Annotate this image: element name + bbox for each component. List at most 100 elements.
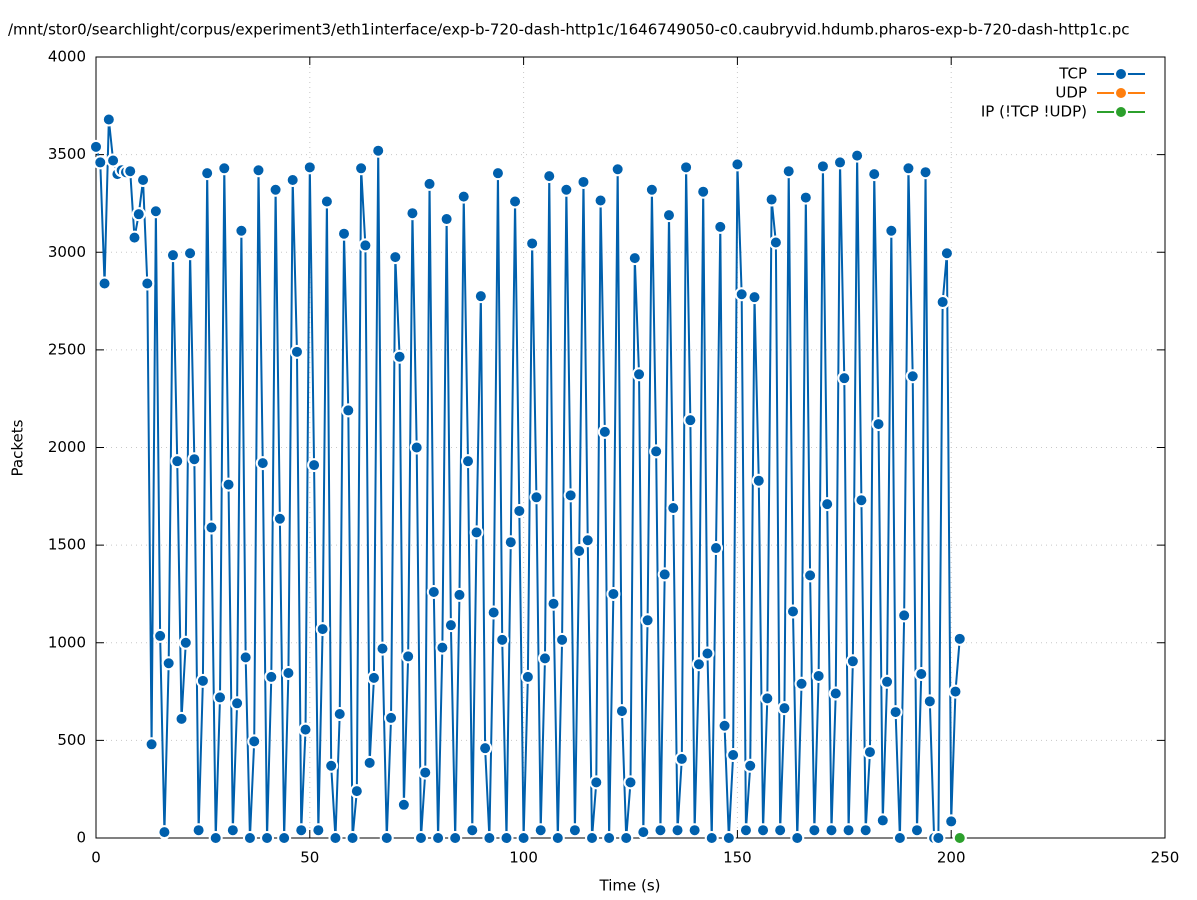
data-point (850, 148, 865, 163)
y-tick-label: 1000 (48, 633, 86, 651)
data-point (644, 182, 659, 197)
data-point (452, 587, 467, 602)
data-point (794, 676, 809, 691)
data-point (768, 235, 783, 250)
y-tick-label: 4000 (48, 48, 86, 66)
data-point (426, 584, 441, 599)
data-point (674, 751, 689, 766)
data-point (597, 424, 612, 439)
data-point (952, 631, 967, 646)
data-point (388, 250, 403, 265)
data-point (281, 666, 296, 681)
data-point (289, 344, 304, 359)
data-point (828, 686, 843, 701)
data-point (533, 823, 548, 838)
chart-title: /mnt/stor0/searchlight/corpus/experiment… (8, 21, 1130, 39)
data-point (691, 657, 706, 672)
data-point (465, 823, 480, 838)
data-point (225, 823, 240, 838)
data-point (815, 159, 830, 174)
data-point (503, 535, 518, 550)
data-point (696, 184, 711, 199)
data-point (379, 831, 394, 845)
data-point (362, 755, 377, 770)
data-point (153, 628, 168, 643)
data-point (131, 207, 146, 222)
data-point (756, 823, 771, 838)
data-point (687, 823, 702, 838)
data-point (520, 669, 535, 684)
y-tick-label: 1500 (48, 536, 86, 554)
data-point (555, 632, 570, 647)
data-point (302, 160, 317, 175)
data-point (619, 831, 634, 845)
data-point (272, 511, 287, 526)
data-point (285, 173, 300, 188)
data-point (845, 654, 860, 669)
data-point (653, 823, 668, 838)
data-point (880, 674, 895, 689)
data-point (230, 696, 245, 711)
data-point (751, 473, 766, 488)
legend-marker (1114, 86, 1128, 100)
data-point (418, 765, 433, 780)
data-point (640, 613, 655, 628)
data-point (790, 831, 805, 845)
data-point (858, 823, 873, 838)
data-point (221, 477, 236, 492)
data-point (649, 444, 664, 459)
data-point (909, 823, 924, 838)
data-point (542, 169, 557, 184)
data-point (636, 825, 651, 840)
data-point (764, 192, 779, 207)
data-point (713, 219, 728, 234)
data-point (298, 722, 313, 737)
data-point (311, 823, 326, 838)
data-point (140, 276, 155, 291)
data-point (567, 823, 582, 838)
data-point (371, 143, 386, 158)
data-point (935, 295, 950, 310)
data-point (593, 193, 608, 208)
data-point (319, 194, 334, 209)
data-point (456, 189, 471, 204)
data-point (413, 831, 428, 845)
data-point (901, 161, 916, 176)
data-point (315, 622, 330, 637)
data-point (89, 139, 103, 154)
data-point (798, 190, 813, 205)
data-point (435, 640, 450, 655)
data-point (392, 349, 407, 364)
data-point (264, 669, 279, 684)
data-point (670, 823, 685, 838)
data-point (610, 162, 625, 177)
data-point (358, 238, 373, 253)
data-point (422, 176, 437, 191)
data-point (944, 814, 959, 829)
data-point (811, 668, 826, 683)
data-point (875, 813, 890, 828)
data-point (439, 212, 454, 227)
data-point (183, 246, 198, 261)
data-point (127, 230, 142, 245)
data-point (537, 651, 552, 666)
data-point (721, 831, 736, 845)
data-point (525, 236, 540, 251)
data-point (717, 718, 732, 733)
data-point (191, 823, 206, 838)
data-point (170, 454, 185, 469)
data-point (482, 831, 497, 845)
data-point (255, 456, 270, 471)
data-point (469, 525, 484, 540)
data-point (867, 167, 882, 182)
data-point (623, 775, 638, 790)
data-point (939, 246, 954, 261)
data-point (683, 413, 698, 428)
data-point (345, 831, 360, 845)
data-point (734, 287, 749, 302)
y-tick-label: 500 (57, 731, 86, 749)
data-point (165, 248, 180, 263)
data-point (820, 497, 835, 512)
